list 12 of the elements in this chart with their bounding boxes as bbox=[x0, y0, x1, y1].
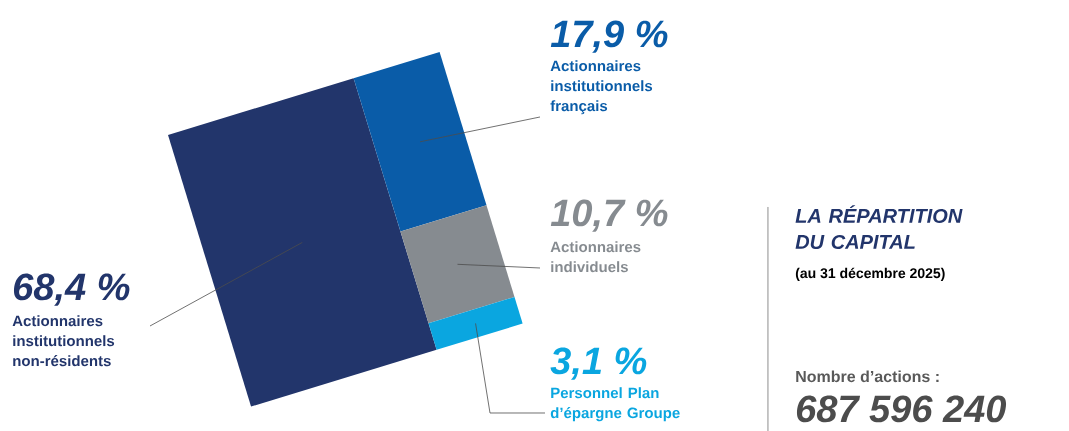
data-label: 68,4 % bbox=[13, 273, 130, 306]
text: 687 596 240 bbox=[796, 395, 1007, 423]
category-label: Personnel Plan d’épargne Groupe bbox=[550, 387, 680, 422]
category-label: Actionnaires institutionnels français bbox=[550, 60, 653, 115]
text: (au 31 décembre 2025) bbox=[795, 267, 945, 281]
data-label: 3,1 % bbox=[550, 347, 647, 380]
text: Nombre d’actions : bbox=[796, 370, 939, 383]
data-label: 17,9 % bbox=[550, 20, 668, 53]
text: LA RÉPARTITION DU CAPITAL bbox=[795, 205, 963, 250]
category-label: Actionnaires individuels bbox=[550, 241, 641, 273]
category-label: Actionnaires institutionnels non-résidents bbox=[12, 315, 115, 367]
data-label: 10,7 % bbox=[550, 199, 668, 232]
